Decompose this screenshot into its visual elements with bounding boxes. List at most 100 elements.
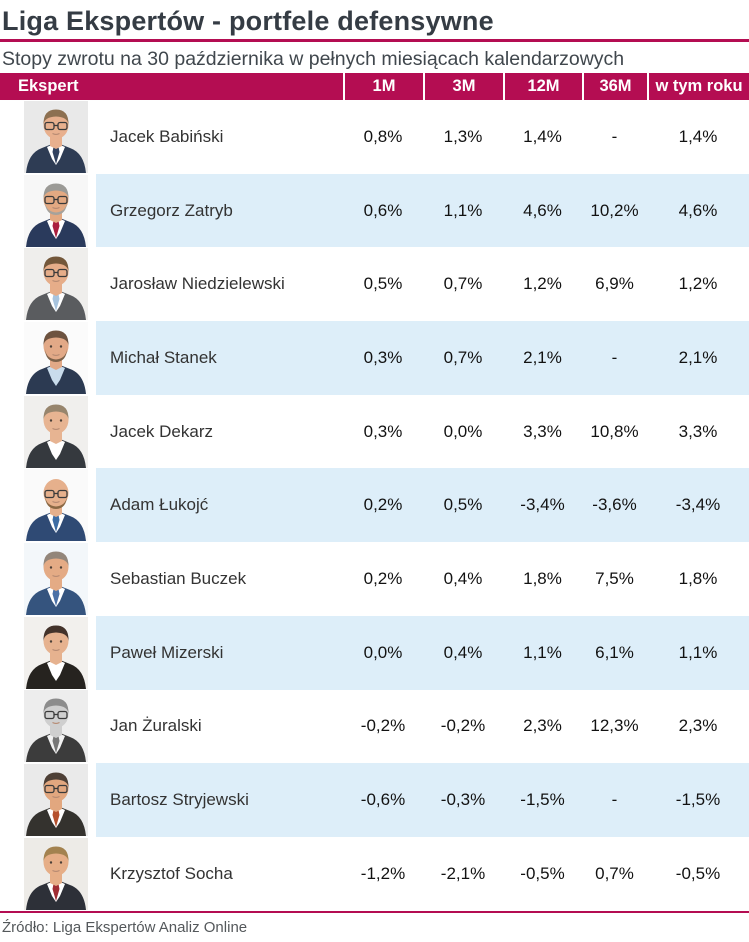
value-ytd: 1,8% (678, 568, 718, 588)
expert-photo (0, 173, 96, 248)
expert-name: Sebastian Buczek (110, 568, 247, 588)
expert-name: Krzysztof Socha (110, 863, 233, 883)
page-subtitle: Stopy zwrotu na 30 października w pełnyc… (2, 48, 625, 70)
value-ytd: 4,6% (678, 200, 718, 220)
value-1m: -0,2% (360, 716, 406, 736)
value-3m: 0,4% (443, 568, 483, 588)
value-3m: -2,1% (440, 863, 486, 883)
column-header-36m: 36M (582, 73, 647, 100)
table-row-body: Jarosław Niedzielewski 0,5% 0,7% 1,2% 6,… (96, 247, 749, 321)
value-1m: 0,6% (363, 200, 403, 220)
expert-photo (0, 836, 96, 911)
value-1m: 0,3% (363, 421, 403, 441)
table-row-body: Michał Stanek 0,3% 0,7% 2,1% - 2,1% (96, 321, 749, 395)
value-36m: -3,6% (592, 495, 637, 515)
value-1m: 0,0% (363, 642, 403, 662)
expert-photo (0, 394, 96, 469)
column-header-3m: 3M (423, 73, 503, 100)
value-1m: -0,6% (360, 790, 406, 810)
table-rows: Jacek Babiński 0,8% 1,3% 1,4% - 1,4% Grz… (0, 100, 749, 911)
value-ytd: 2,1% (678, 347, 718, 367)
value-3m: -0,2% (440, 716, 486, 736)
table-row-body: Bartosz Stryjewski -0,6% -0,3% -1,5% - -… (96, 763, 749, 837)
value-ytd: 3,3% (678, 421, 718, 441)
value-12m: 2,3% (523, 716, 562, 736)
value-3m: -0,3% (440, 790, 486, 810)
expert-name: Jacek Dekarz (110, 421, 213, 441)
value-12m: 3,3% (523, 421, 562, 441)
table-row-body: Jan Żuralski -0,2% -0,2% 2,3% 12,3% 2,3% (96, 690, 749, 764)
value-3m: 0,0% (443, 421, 483, 441)
value-ytd: 1,1% (678, 642, 718, 662)
expert-name: Jacek Babiński (110, 126, 224, 146)
column-header-ekspert: Ekspert (18, 77, 79, 95)
value-36m: 10,2% (590, 200, 639, 220)
table-row: Paweł Mizerski 0,0% 0,4% 1,1% 6,1% 1,1% (0, 615, 749, 690)
value-36m: - (611, 347, 618, 367)
value-36m: 10,8% (590, 421, 639, 441)
value-12m: -3,4% (520, 495, 565, 515)
value-12m: 1,4% (523, 126, 562, 146)
value-3m: 0,7% (443, 347, 483, 367)
title-divider (0, 39, 749, 42)
expert-name: Bartosz Stryjewski (110, 790, 249, 810)
value-3m: 0,7% (443, 274, 483, 294)
table-row-body: Sebastian Buczek 0,2% 0,4% 1,8% 7,5% 1,8… (96, 542, 749, 616)
table-row: Adam Łukojć 0,2% 0,5% -3,4% -3,6% -3,4% (0, 468, 749, 543)
table-row: Jacek Dekarz 0,3% 0,0% 3,3% 10,8% 3,3% (0, 394, 749, 469)
table-row-body: Grzegorz Zatryb 0,6% 1,1% 4,6% 10,2% 4,6… (96, 173, 749, 248)
value-12m: 4,6% (523, 200, 562, 220)
value-36m: 7,5% (595, 568, 634, 588)
value-12m: -1,5% (520, 790, 565, 810)
value-ytd: 1,4% (678, 126, 718, 146)
value-1m: 0,8% (363, 126, 403, 146)
value-36m: 6,1% (595, 642, 634, 662)
page-title: Liga Ekspertów - portfele defensywne (2, 6, 494, 36)
value-ytd: -0,5% (675, 863, 721, 883)
table-row-body: Paweł Mizerski 0,0% 0,4% 1,1% 6,1% 1,1% (96, 615, 749, 690)
value-1m: 0,5% (363, 274, 403, 294)
value-1m: -1,2% (360, 863, 406, 883)
table-row: Sebastian Buczek 0,2% 0,4% 1,8% 7,5% 1,8… (0, 542, 749, 616)
column-header-ytd: w tym roku (647, 73, 749, 100)
expert-photo (0, 763, 96, 837)
expert-photo (0, 468, 96, 543)
value-12m: 2,1% (523, 347, 562, 367)
expert-photo (0, 615, 96, 690)
value-36m: 0,7% (595, 863, 634, 883)
table-row-body: Jacek Dekarz 0,3% 0,0% 3,3% 10,8% 3,3% (96, 395, 749, 469)
table-row: Jan Żuralski -0,2% -0,2% 2,3% 12,3% 2,3% (0, 689, 749, 764)
expert-name: Jan Żuralski (110, 716, 202, 736)
footer-divider (0, 910, 749, 913)
value-ytd: 1,2% (678, 274, 718, 294)
table-row: Bartosz Stryjewski -0,6% -0,3% -1,5% - -… (0, 763, 749, 837)
value-36m: 6,9% (595, 274, 634, 294)
expert-photo (0, 100, 96, 174)
expert-photo (0, 542, 96, 616)
expert-name: Michał Stanek (110, 347, 217, 367)
value-12m: 1,2% (523, 274, 562, 294)
value-ytd: 2,3% (678, 716, 718, 736)
table-row: Michał Stanek 0,3% 0,7% 2,1% - 2,1% (0, 321, 749, 395)
value-3m: 1,1% (443, 200, 483, 220)
column-header-12m: 12M (503, 73, 582, 100)
table-row-body: Adam Łukojć 0,2% 0,5% -3,4% -3,6% -3,4% (96, 468, 749, 543)
expert-name: Adam Łukojć (110, 495, 209, 515)
expert-photo (0, 247, 96, 322)
expert-photo (0, 689, 96, 764)
value-12m: 1,8% (523, 568, 562, 588)
value-ytd: -1,5% (675, 790, 721, 810)
value-12m: 1,1% (523, 642, 562, 662)
expert-name: Grzegorz Zatryb (110, 200, 233, 220)
table-row-body: Krzysztof Socha -1,2% -2,1% -0,5% 0,7% -… (96, 837, 749, 911)
value-3m: 0,4% (443, 642, 483, 662)
expert-name: Paweł Mizerski (110, 642, 224, 662)
table-row: Jacek Babiński 0,8% 1,3% 1,4% - 1,4% (0, 100, 749, 174)
expert-name: Jarosław Niedzielewski (110, 274, 285, 294)
value-3m: 0,5% (443, 495, 483, 515)
source-note: Źródło: Liga Ekspertów Analiz Online (2, 918, 248, 936)
table-header-row: Ekspert 1M 3M 12M 36M w tym roku (0, 73, 749, 100)
value-12m: -0,5% (520, 863, 565, 883)
value-36m: 12,3% (590, 716, 639, 736)
